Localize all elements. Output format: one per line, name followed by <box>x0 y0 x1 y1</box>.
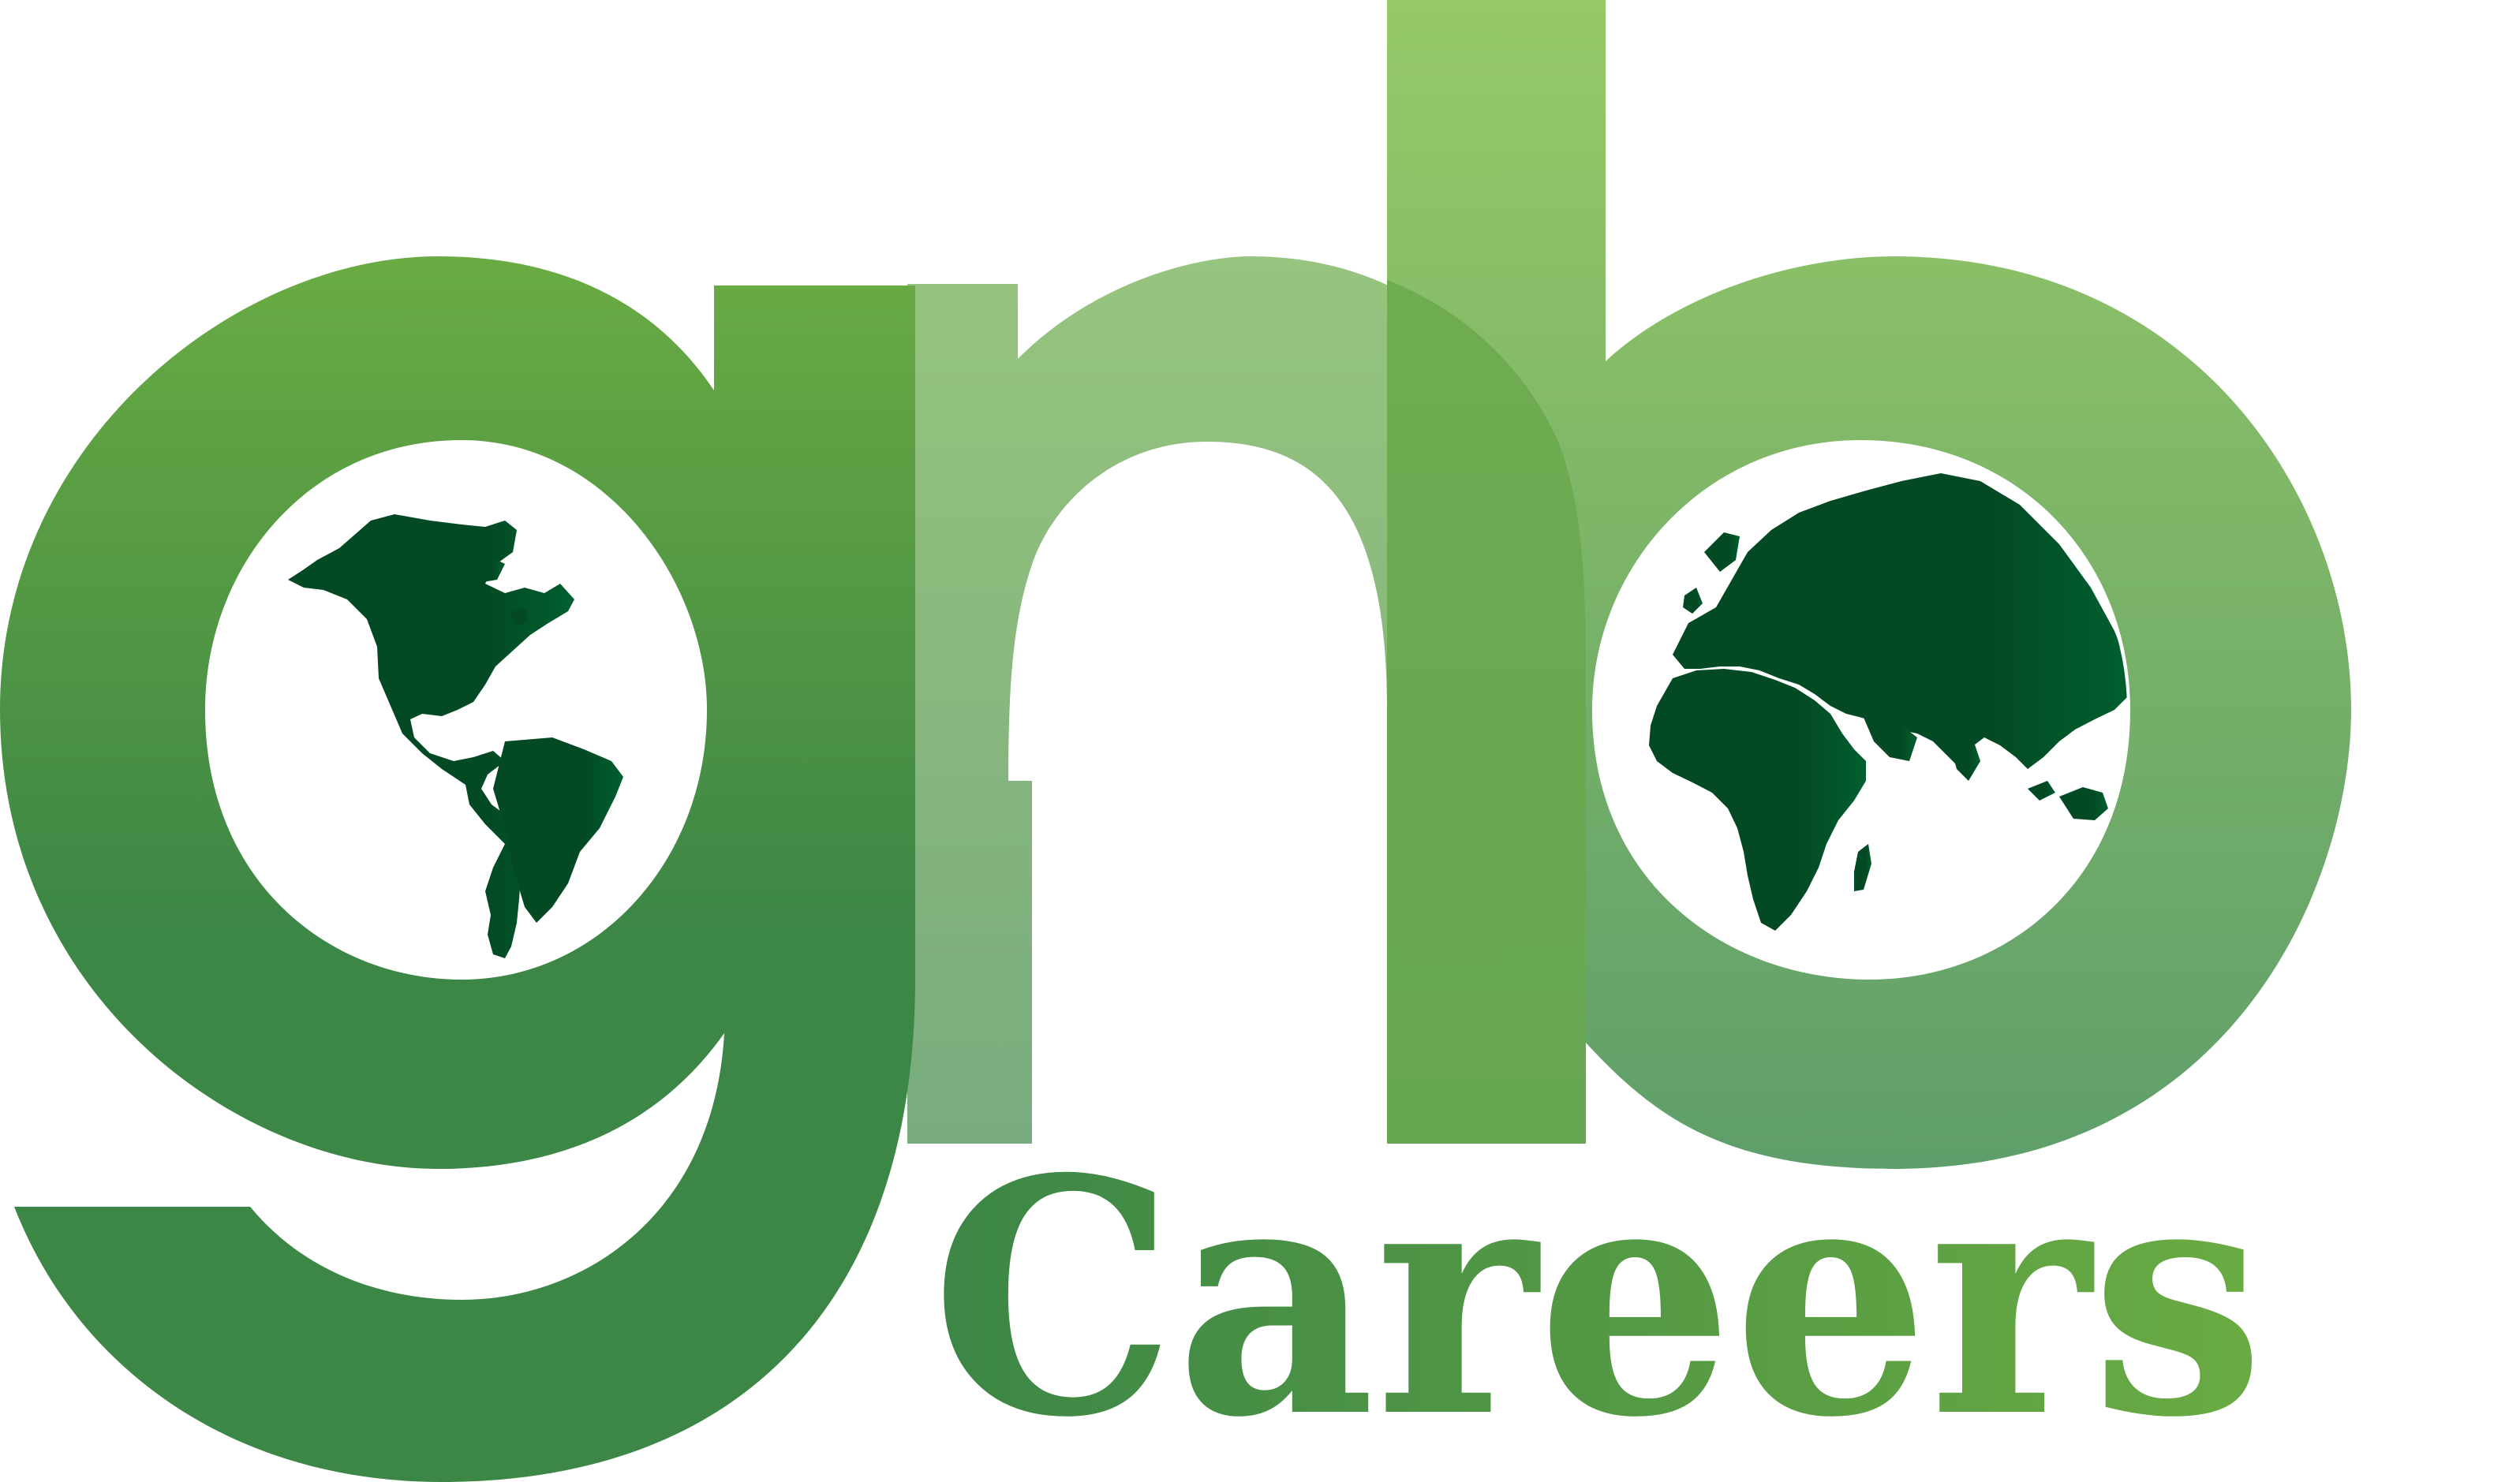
letter-g <box>0 256 915 1482</box>
tagline-text: Careers <box>931 1120 2264 1451</box>
americas-globe-icon <box>288 514 623 958</box>
eurasia-africa-globe-icon <box>1649 473 2130 931</box>
careers-wordmark: Careers <box>931 1120 2272 1451</box>
